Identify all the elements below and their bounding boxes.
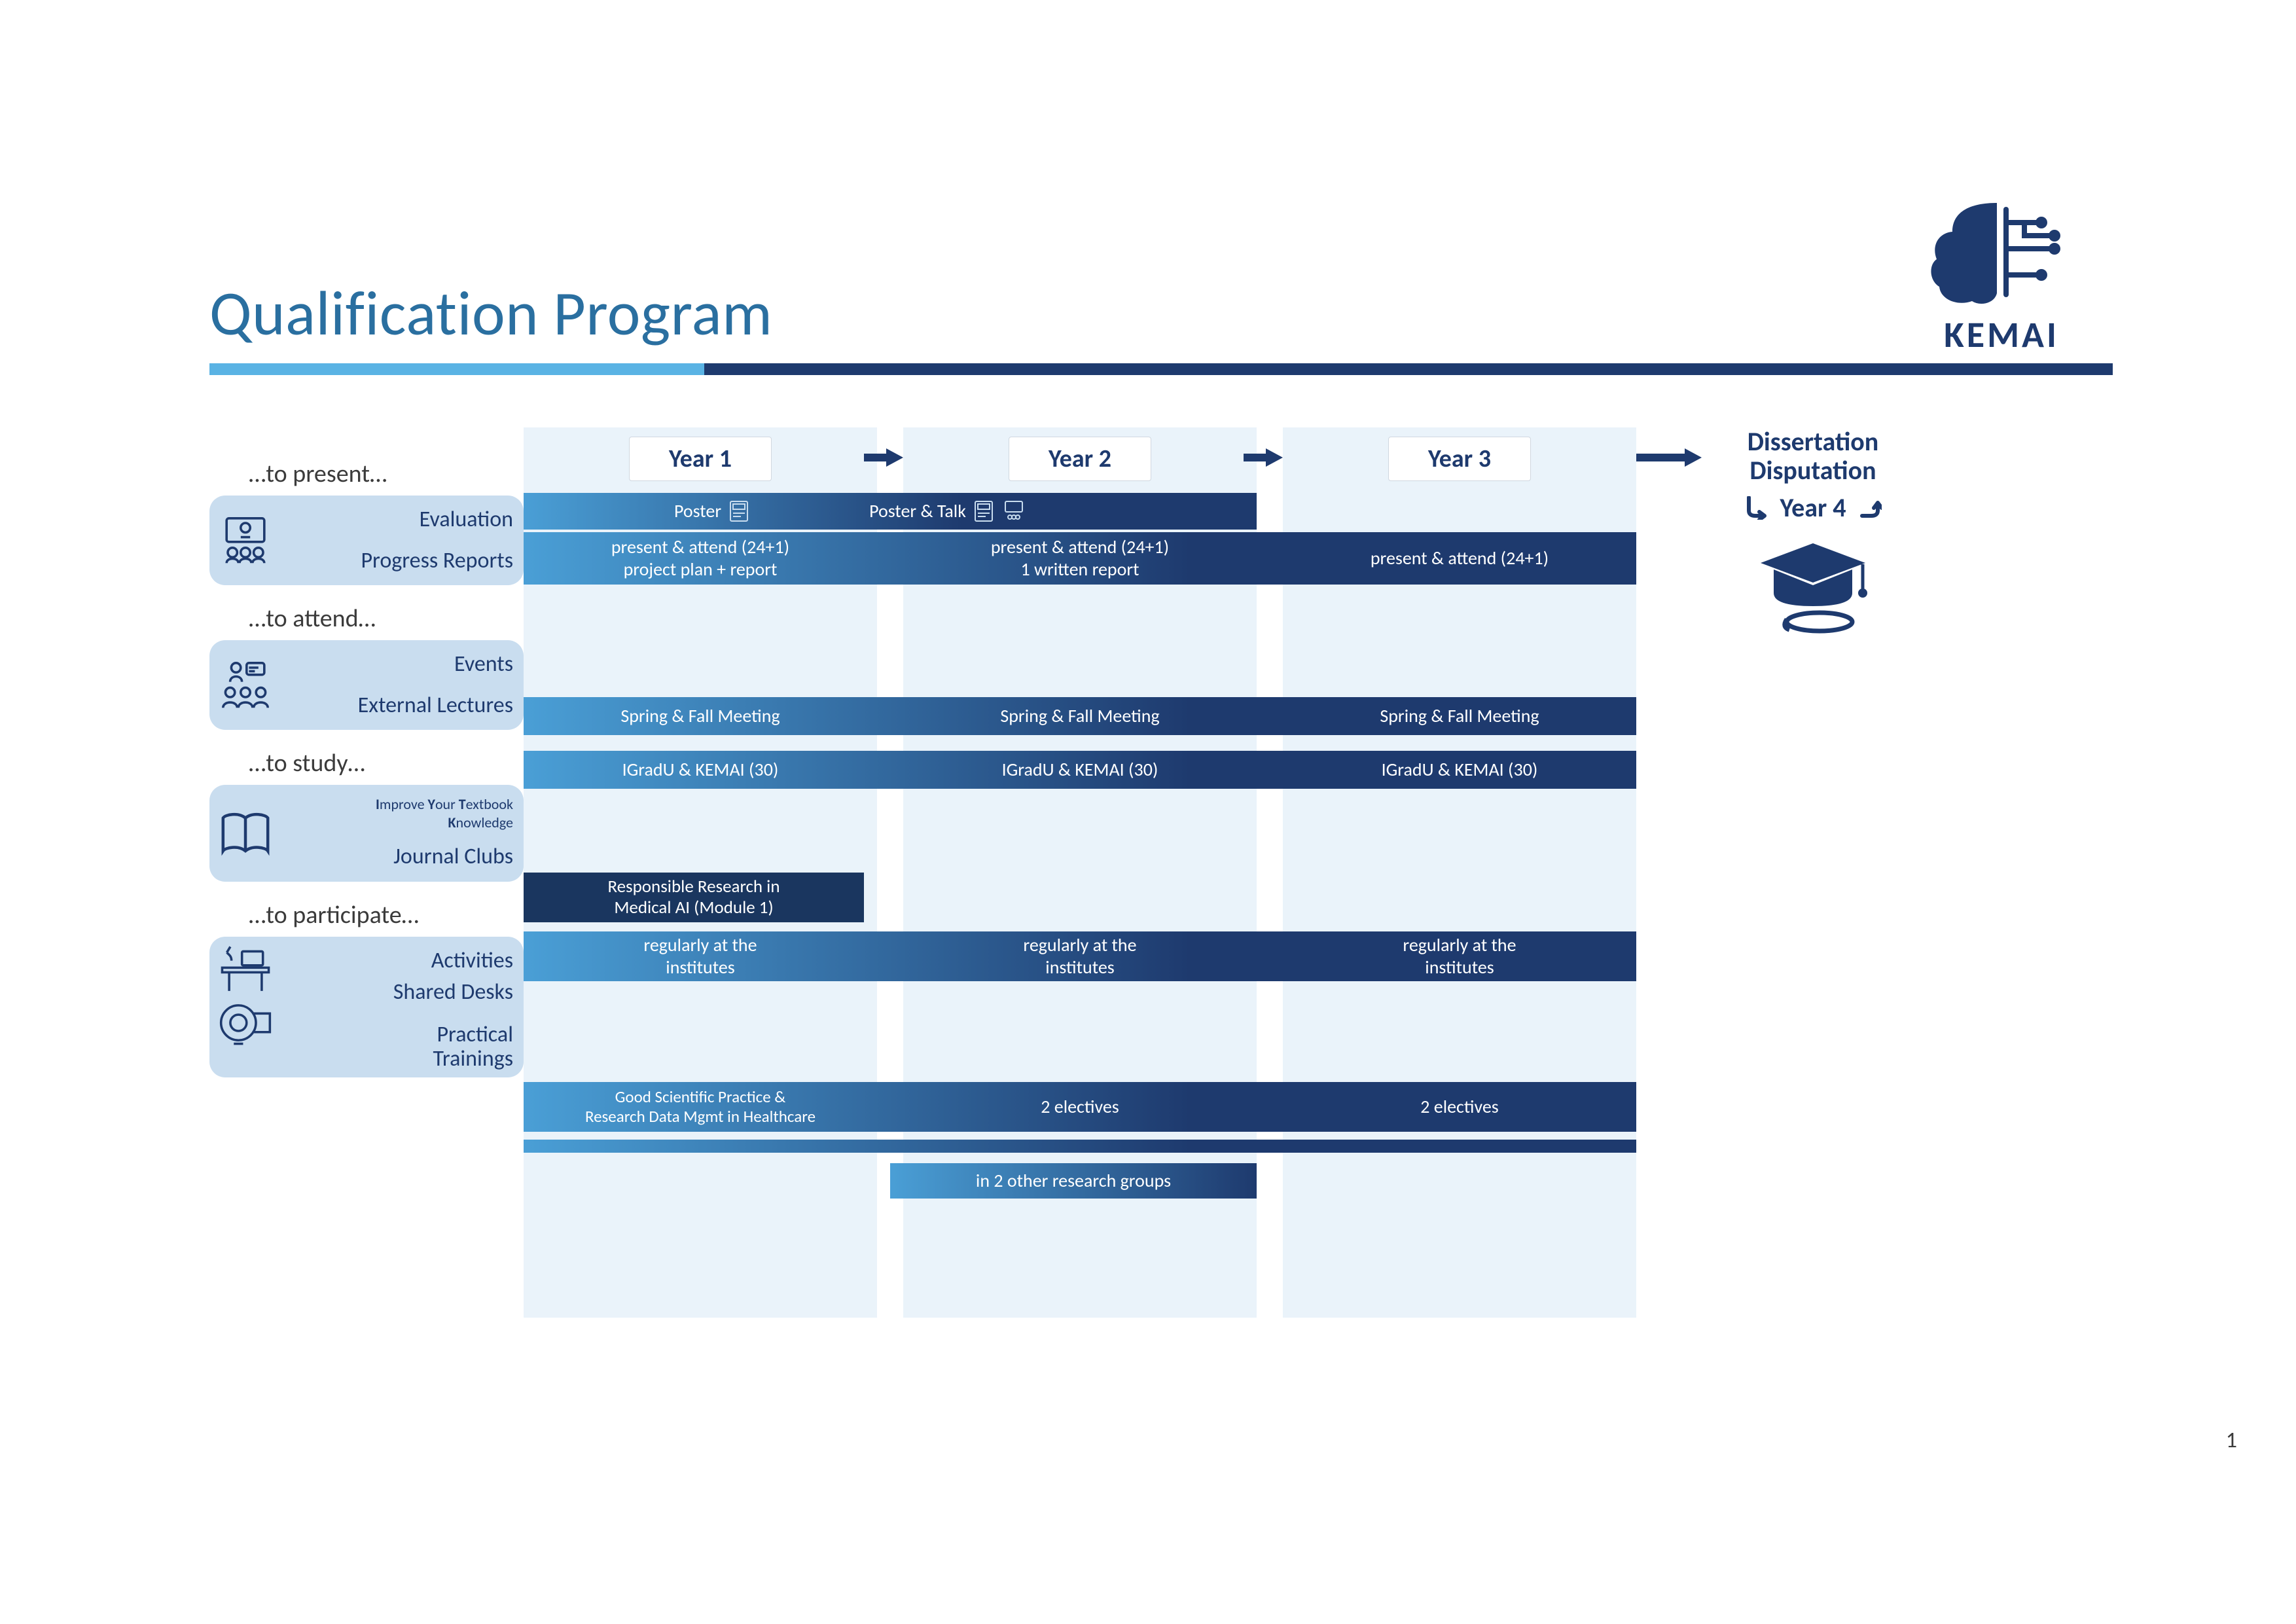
- row-progress: Progress Reports: [287, 547, 513, 575]
- bar-shared: [524, 1140, 1636, 1153]
- poster-icon: [726, 499, 751, 524]
- year4-row: Year 4: [1702, 492, 1924, 524]
- bar-jc-y2-l2: institutes: [903, 956, 1257, 979]
- bar-act-y2: 2 electives: [903, 1096, 1257, 1118]
- years-area: Year 1 Year 2 Year 3 Poster Poster & Tal…: [524, 427, 1636, 1318]
- dissertation-box: Dissertation Disputation Year 4: [1702, 427, 1924, 638]
- left-column: …to present… Evaluation Progress Reports: [209, 427, 524, 1077]
- bar-act-y1-l1: Good Scientific Practice &: [524, 1087, 877, 1107]
- graduation-icon: [1702, 537, 1924, 638]
- slide: KEMAI Qualification Program …to present…: [0, 0, 2296, 1624]
- bar-practical-text: in 2 other research groups: [976, 1170, 1171, 1192]
- bar-evaluation-y1: Poster: [674, 500, 721, 522]
- page-number: 1: [2226, 1427, 2237, 1454]
- curve-left-icon: [1745, 496, 1774, 520]
- box-attend: Events External Lectures: [209, 640, 524, 730]
- section-study: …to study…: [249, 748, 524, 778]
- year4-text: Year 4: [1780, 492, 1846, 524]
- logo: KEMAI: [1903, 196, 2100, 357]
- bar-activities: Good Scientific Practice & Research Data…: [524, 1082, 1636, 1132]
- bar-progress-y3: present & attend (24+1): [1283, 547, 1636, 569]
- page-title: Qualification Program: [209, 275, 2113, 352]
- bar-evaluation-y2: Poster & Talk: [869, 500, 966, 522]
- dissert-line2: Disputation: [1702, 456, 1924, 485]
- bar-jc-y1-l1: regularly at the: [524, 934, 877, 956]
- bar-act-y1-l2: Research Data Mgmt in Healthcare: [524, 1107, 877, 1127]
- program-chart: …to present… Evaluation Progress Reports: [209, 427, 2113, 1318]
- bar-progress-y1-l1: present & attend (24+1): [524, 536, 877, 558]
- mri-icon: [216, 1000, 275, 1052]
- presentation-icon: [216, 511, 275, 570]
- bar-jc-y3-l2: institutes: [1283, 956, 1636, 979]
- bar-events-y2: Spring & Fall Meeting: [903, 705, 1257, 727]
- bar-progress-y2-l1: present & attend (24+1): [903, 536, 1257, 558]
- audience-icon: [216, 656, 275, 715]
- bar-practical: in 2 other research groups: [890, 1163, 1257, 1199]
- bar-iytk-l2: Medical AI (Module 1): [614, 897, 773, 918]
- year3-arrow-icon: [1636, 448, 1702, 467]
- bar-lectures-y1: IGradU & KEMAI (30): [524, 759, 877, 781]
- dissert-line1: Dissertation: [1702, 427, 1924, 456]
- row-events: Events: [287, 651, 513, 679]
- bar-iytk: Responsible Research in Medical AI (Modu…: [524, 873, 864, 922]
- poster-icon: [971, 499, 996, 524]
- year1-header: Year 1: [629, 437, 772, 481]
- section-participate: …to participate…: [249, 900, 524, 930]
- bar-progress: present & attend (24+1) project plan + r…: [524, 532, 1636, 585]
- bar-lectures-y2: IGradU & KEMAI (30): [903, 759, 1257, 781]
- bar-lectures: IGradU & KEMAI (30) IGradU & KEMAI (30) …: [524, 751, 1636, 789]
- bar-progress-y1-l2: project plan + report: [524, 558, 877, 581]
- bar-events-y1: Spring & Fall Meeting: [524, 705, 877, 727]
- year1-arrow-icon: [864, 448, 903, 467]
- row-shared: Shared Desks: [287, 979, 513, 1007]
- year2-header: Year 2: [1009, 437, 1151, 481]
- bar-evaluation: Poster Poster & Talk: [524, 493, 1257, 530]
- year2-arrow-icon: [1244, 448, 1283, 467]
- bar-progress-y2-l2: 1 written report: [903, 558, 1257, 581]
- desk-icon: [216, 943, 275, 996]
- box-study: Improve Your Textbook Knowledge Journal …: [209, 785, 524, 882]
- bar-jc-y1-l2: institutes: [524, 956, 877, 979]
- row-activities: Activities: [287, 947, 513, 975]
- box-present: Evaluation Progress Reports: [209, 496, 524, 585]
- row-iytk: Improve Your Textbook Knowledge: [287, 795, 513, 831]
- box-participate: Activities Shared Desks Practical Traini…: [209, 937, 524, 1078]
- logo-text: KEMAI: [1903, 313, 2100, 357]
- bar-jc-y3-l1: regularly at the: [1283, 934, 1636, 956]
- bar-jc-y2-l1: regularly at the: [903, 934, 1257, 956]
- bar-act-y3: 2 electives: [1283, 1096, 1636, 1118]
- talk-icon: [1001, 499, 1026, 524]
- bar-events: Spring & Fall Meeting Spring & Fall Meet…: [524, 697, 1636, 735]
- section-present: …to present…: [249, 459, 524, 489]
- bar-iytk-l1: Responsible Research in: [607, 876, 780, 897]
- row-lectures: External Lectures: [287, 692, 513, 720]
- row-evaluation: Evaluation: [287, 506, 513, 534]
- bar-lectures-y3: IGradU & KEMAI (30): [1283, 759, 1636, 781]
- book-icon: [216, 804, 275, 863]
- bar-jc: regularly at the institutes regularly at…: [524, 931, 1636, 981]
- curve-right-icon: [1853, 496, 1882, 520]
- row-practical: Practical Trainings: [287, 1022, 513, 1072]
- brain-icon: [1926, 196, 2077, 308]
- section-attend: …to attend…: [249, 604, 524, 634]
- row-jc: Journal Clubs: [287, 843, 513, 871]
- year3-header: Year 3: [1388, 437, 1531, 481]
- bar-events-y3: Spring & Fall Meeting: [1283, 705, 1636, 727]
- title-underline: [209, 363, 2113, 375]
